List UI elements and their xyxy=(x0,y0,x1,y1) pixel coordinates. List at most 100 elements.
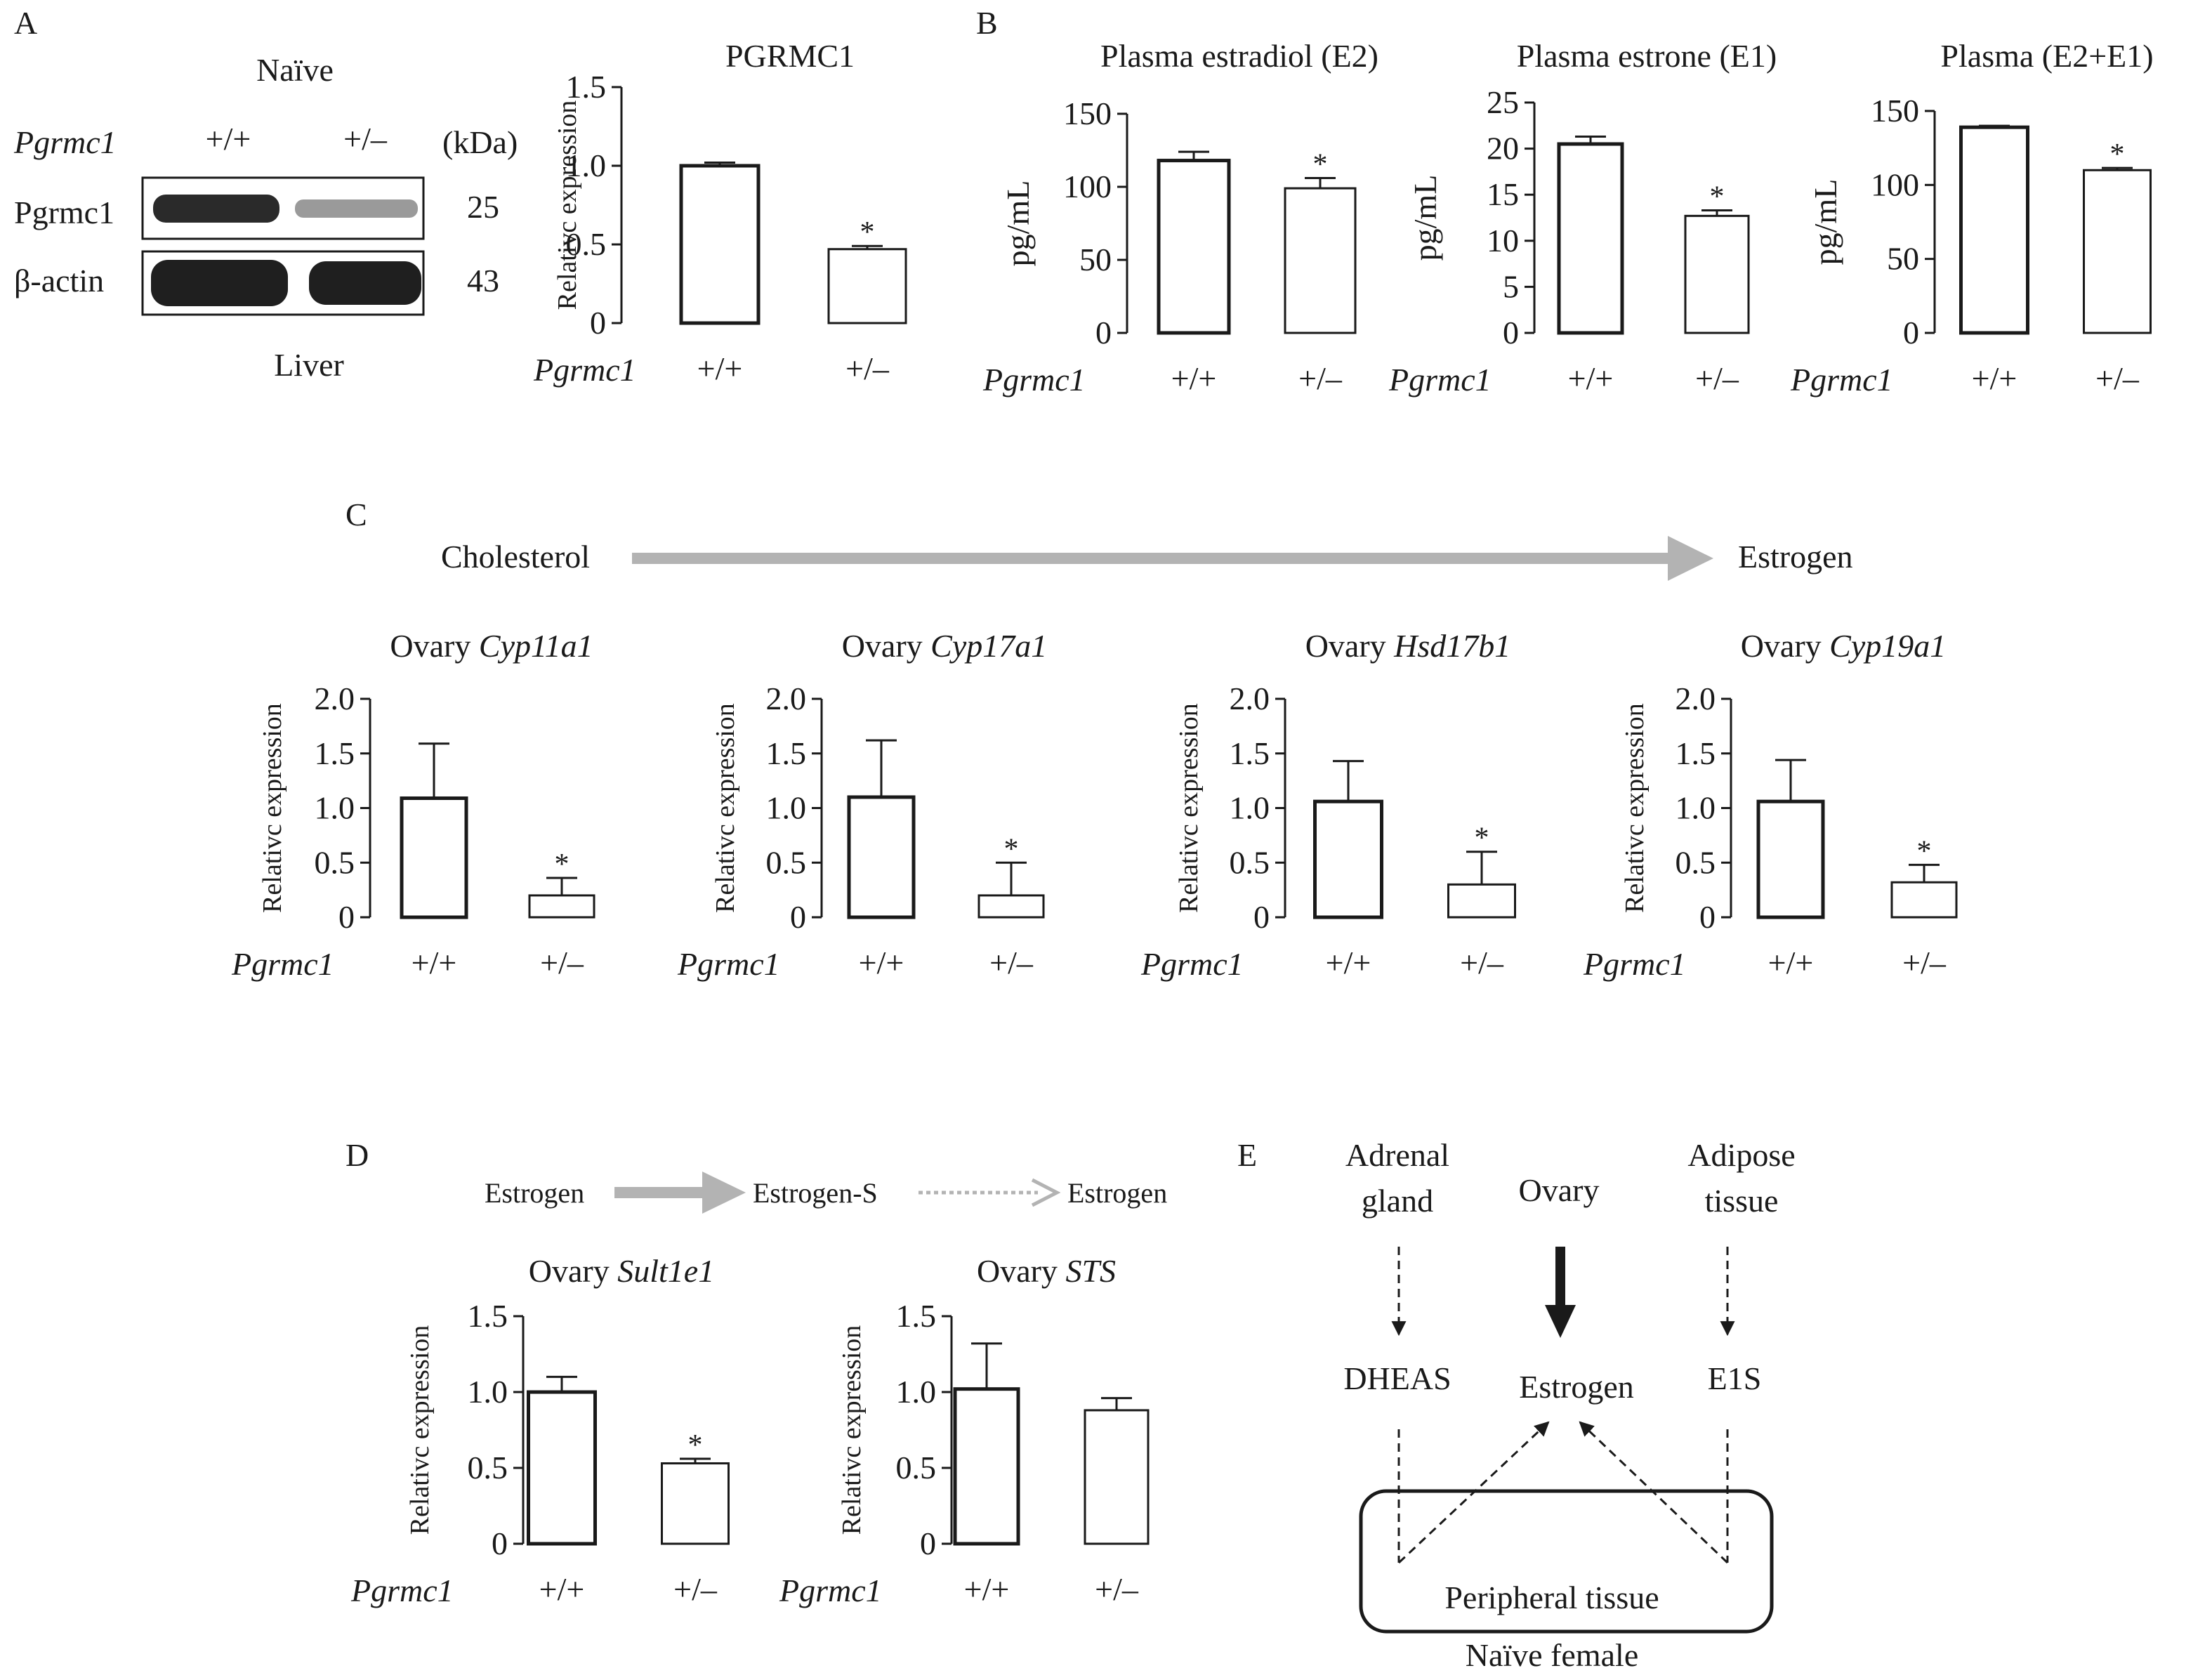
x-category-label: +/+ xyxy=(859,945,904,980)
blot-band-pgrmc1-wt xyxy=(153,195,279,223)
x-category-label: +/+ xyxy=(1171,360,1217,396)
significance-marker: * xyxy=(860,216,875,249)
y-tick-label: 0 xyxy=(1503,315,1519,350)
x-gene-label: Pgrmc1 xyxy=(1388,362,1492,398)
significance-marker: * xyxy=(555,848,570,881)
chart-title-text: Ovary xyxy=(842,628,930,664)
y-tick-label: 1.0 xyxy=(468,1374,508,1410)
x-category-label: +/– xyxy=(673,1571,718,1607)
x-gene-label: Pgrmc1 xyxy=(982,362,1086,398)
blot-kda-label: (kDa) xyxy=(442,124,518,160)
bar xyxy=(1684,214,1750,334)
significance-marker: * xyxy=(1917,835,1932,867)
bar xyxy=(1447,883,1516,919)
x-category-label: +/– xyxy=(1460,945,1504,980)
y-tick-label: 2.0 xyxy=(1230,681,1270,716)
y-tick-label: 20 xyxy=(1487,131,1519,166)
y-tick-label: 1.5 xyxy=(468,1298,508,1334)
x-gene-label: Pgrmc1 xyxy=(779,1573,882,1608)
x-gene-label: Pgrmc1 xyxy=(533,352,636,388)
x-gene-label: Pgrmc1 xyxy=(1140,946,1244,982)
y-tick-label: 0 xyxy=(920,1525,936,1561)
significance-marker: * xyxy=(1004,833,1019,865)
bar xyxy=(1557,142,1624,335)
bar xyxy=(977,894,1045,919)
y-tick-label: 0.5 xyxy=(566,226,607,262)
y-tick-label: 2.0 xyxy=(1676,681,1716,716)
y-axis-label: pg/mL xyxy=(1808,179,1843,265)
blot-row-label-actin: β-actin xyxy=(14,263,104,298)
x-category-label: +/+ xyxy=(697,350,743,386)
blot-genotype-wt: +/+ xyxy=(206,121,251,157)
pathway-c-to: Estrogen xyxy=(1738,539,1853,575)
y-tick-label: 100 xyxy=(1063,169,1112,204)
blot-row-label-pgrmc1: Pgrmc1 xyxy=(14,195,114,230)
y-axis-label: Relativc expression xyxy=(1174,703,1204,913)
blot-gene-label: Pgrmc1 xyxy=(13,124,117,160)
source-adrenal-line2: gland xyxy=(1362,1183,1433,1219)
y-tick-label: 1.0 xyxy=(1676,790,1716,826)
chart-title-text: Ovary xyxy=(390,628,478,664)
chart-d-sts: Ovary STS 0 0.5 1.0 1.5 Relativc expression +/… xyxy=(779,1253,1150,1608)
x-category-label: +/+ xyxy=(412,945,457,980)
y-axis-label: Relativc expression xyxy=(258,703,287,913)
x-category-label: +/– xyxy=(845,350,890,386)
chart-title: Ovary Sult1e1 xyxy=(529,1253,714,1289)
y-tick-label: 0 xyxy=(1903,315,1919,350)
x-gene-label: Pgrmc1 xyxy=(350,1573,454,1608)
y-axis-label: Relativc expression xyxy=(405,1325,435,1535)
y-tick-label: 1.5 xyxy=(896,1298,937,1334)
y-tick-label: 0 xyxy=(1095,315,1112,350)
path-peripheral-to-estrogen-right xyxy=(1579,1421,1729,1564)
chart-title: Ovary Cyp11a1 xyxy=(390,628,593,664)
bar xyxy=(1284,187,1357,334)
blot-band-actin-het xyxy=(309,261,421,305)
x-gene-label: Pgrmc1 xyxy=(1583,946,1686,982)
panel-letter-b: B xyxy=(976,5,998,41)
y-tick-label: 0.5 xyxy=(766,844,807,880)
chart-title-text: Plasma estrone (E1) xyxy=(1517,38,1777,74)
y-tick-label: 1.5 xyxy=(315,735,355,771)
x-category-label: +/+ xyxy=(1972,360,2017,396)
chart-title-gene: STS xyxy=(1065,1253,1116,1289)
y-tick-label: 0.5 xyxy=(315,844,355,880)
significance-marker: * xyxy=(1710,181,1725,214)
diagram-e: Adrenal gland Ovary Adipose tissue DHEAS… xyxy=(1343,1137,1795,1673)
chart-title-text: Ovary xyxy=(977,1253,1065,1289)
x-category-label: +/– xyxy=(1695,360,1739,396)
peripheral-tissue-label: Peripheral tissue xyxy=(1444,1580,1659,1615)
bar xyxy=(2083,169,2152,334)
y-tick-label: 2.0 xyxy=(315,681,355,716)
x-gene-label: Pgrmc1 xyxy=(231,946,334,982)
source-adipose-line1: Adipose xyxy=(1687,1137,1795,1173)
blot-band-actin-wt xyxy=(151,260,288,306)
y-tick-label: 0 xyxy=(1699,899,1716,935)
source-adipose-line2: tissue xyxy=(1705,1183,1779,1219)
y-tick-label: 50 xyxy=(1887,241,1919,277)
y-tick-label: 50 xyxy=(1079,242,1112,277)
chart-b-e2: Plasma estradiol (E2) 0 50 100 150 pg/mL +/+ * +… xyxy=(982,38,1378,398)
panel-letter-a: A xyxy=(14,5,37,41)
x-category-label: +/+ xyxy=(539,1571,585,1607)
bar xyxy=(528,894,595,919)
y-tick-label: 150 xyxy=(1871,93,1919,129)
bar xyxy=(1157,159,1231,335)
chart-title-text: Ovary xyxy=(529,1253,617,1289)
chart-title-text: Ovary xyxy=(1741,628,1829,664)
x-category-label: +/– xyxy=(1298,360,1343,396)
y-tick-label: 1.5 xyxy=(1230,735,1270,771)
chart-c-cyp17a1: Ovary Cyp17a1 0 0.5 1.0 1.5 2.0 Relativc expre… xyxy=(677,628,1047,982)
y-tick-label: 1.0 xyxy=(1230,790,1270,826)
x-category-label: +/– xyxy=(2095,360,2140,396)
y-tick-label: 25 xyxy=(1487,84,1519,120)
x-category-label: +/+ xyxy=(964,1571,1010,1607)
pathway-d-estrogen-right: Estrogen xyxy=(1067,1177,1167,1209)
chart-b-e1: Plasma estrone (E1) 0 5 10 15 20 25 pg/mL +/+ * +/… xyxy=(1388,38,1777,398)
x-gene-label: Pgrmc1 xyxy=(677,946,780,982)
x-category-label: +/– xyxy=(540,945,584,980)
panel-letter-e: E xyxy=(1237,1137,1257,1173)
y-tick-label: 100 xyxy=(1871,166,1919,202)
significance-marker: * xyxy=(1475,822,1489,855)
